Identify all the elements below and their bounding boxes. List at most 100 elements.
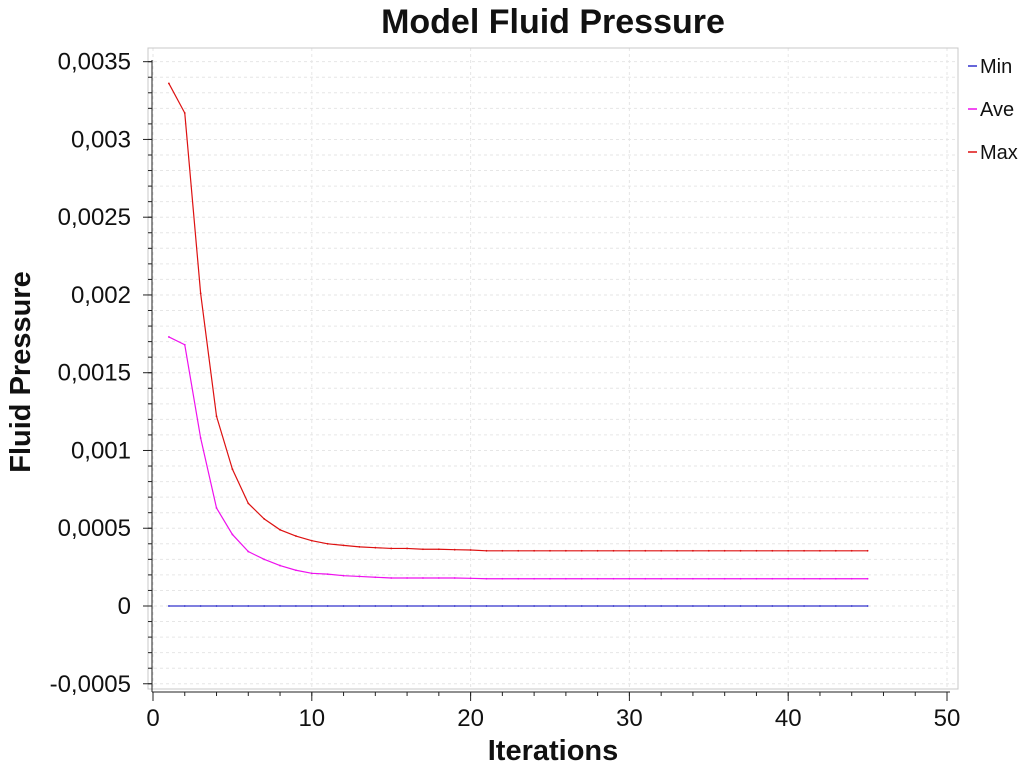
- data-point-ave: [580, 577, 583, 580]
- y-tick-label: 0,0005: [58, 515, 131, 542]
- x-tick-label: 20: [457, 705, 484, 732]
- data-point-ave: [390, 577, 393, 579]
- legend-label-ave: Ave: [980, 99, 1014, 121]
- data-point-ave: [199, 437, 202, 439]
- data-point-ave: [279, 564, 281, 567]
- data-point-min: [612, 605, 615, 607]
- data-point-max: [485, 549, 488, 552]
- data-point-max: [533, 549, 536, 552]
- data-point-min: [295, 605, 297, 607]
- data-point-ave: [676, 577, 678, 580]
- y-tick-label: 0,001: [71, 437, 131, 464]
- data-point-min: [866, 605, 869, 607]
- data-point-min: [739, 605, 742, 607]
- data-point-ave: [564, 577, 567, 580]
- data-point-max: [501, 549, 504, 552]
- data-point-min: [533, 605, 536, 607]
- data-point-ave: [485, 577, 488, 580]
- data-point-max: [167, 82, 170, 85]
- data-point-min: [723, 605, 726, 607]
- legend-label-max: Max: [980, 142, 1018, 164]
- data-point-ave: [374, 576, 377, 579]
- data-point-ave: [644, 577, 647, 580]
- y-tick-label: 0,003: [71, 126, 131, 153]
- data-point-ave: [549, 577, 551, 580]
- data-point-max: [422, 548, 424, 551]
- data-point-min: [676, 605, 678, 607]
- data-point-ave: [517, 577, 520, 580]
- data-point-min: [803, 605, 805, 607]
- data-point-max: [564, 549, 567, 552]
- data-point-min: [596, 605, 599, 607]
- data-point-min: [215, 605, 218, 607]
- data-point-max: [342, 544, 345, 547]
- data-point-max: [279, 528, 281, 531]
- data-point-ave: [533, 577, 536, 580]
- data-point-max: [739, 549, 742, 552]
- data-point-ave: [771, 577, 774, 580]
- y-tick-label: 0,0025: [58, 204, 131, 231]
- data-point-ave: [803, 577, 805, 580]
- data-point-min: [517, 605, 520, 607]
- data-point-min: [374, 605, 377, 607]
- data-point-ave: [850, 577, 853, 580]
- data-point-min: [692, 605, 694, 607]
- data-point-max: [199, 292, 202, 295]
- data-point-max: [437, 548, 440, 551]
- data-point-min: [660, 605, 663, 607]
- data-point-ave: [469, 577, 472, 580]
- data-point-ave: [787, 577, 790, 580]
- data-point-max: [295, 535, 297, 537]
- data-point-min: [453, 605, 456, 607]
- data-point-max: [390, 547, 393, 550]
- data-point-min: [390, 605, 393, 607]
- data-point-max: [358, 546, 361, 548]
- data-point-ave: [215, 507, 218, 509]
- data-point-min: [755, 605, 758, 607]
- data-point-ave: [707, 577, 710, 580]
- data-point-min: [342, 605, 345, 607]
- data-point-ave: [612, 577, 615, 580]
- data-point-ave: [422, 577, 424, 579]
- data-point-min: [501, 605, 504, 607]
- data-point-min: [263, 605, 266, 607]
- data-point-min: [819, 605, 821, 607]
- data-point-min: [279, 605, 281, 607]
- data-point-max: [469, 549, 472, 551]
- data-point-min: [834, 605, 837, 607]
- data-point-min: [485, 605, 488, 607]
- data-point-ave: [755, 577, 758, 580]
- data-point-min: [469, 605, 472, 607]
- data-point-min: [199, 605, 202, 607]
- data-point-max: [644, 549, 647, 552]
- data-point-ave: [453, 577, 456, 579]
- y-tick-label: 0: [118, 593, 131, 620]
- legend: Min Ave Max: [968, 56, 1018, 164]
- axes: -0,0005 0 0,0005 0,001 0,0015 0,002 0,0025 0,00…: [50, 49, 961, 732]
- data-point-max: [231, 468, 234, 471]
- data-point-max: [692, 549, 694, 552]
- x-axis-title: Iterations: [488, 735, 619, 767]
- data-point-max: [866, 549, 869, 552]
- data-point-min: [358, 605, 361, 607]
- data-point-max: [676, 549, 678, 552]
- data-point-ave: [167, 336, 170, 338]
- data-point-ave: [342, 574, 345, 577]
- data-point-min: [549, 605, 551, 607]
- x-tick-label: 10: [298, 705, 325, 732]
- data-point-ave: [660, 577, 663, 580]
- data-point-ave: [247, 550, 250, 553]
- data-point-min: [231, 605, 234, 607]
- data-point-max: [771, 549, 774, 552]
- chart-title: Model Fluid Pressure: [381, 3, 725, 41]
- data-point-max: [374, 546, 377, 549]
- data-point-max: [660, 549, 663, 552]
- data-point-max: [834, 549, 837, 552]
- data-point-ave: [596, 577, 599, 580]
- data-point-max: [787, 549, 790, 552]
- data-point-min: [771, 605, 774, 607]
- data-point-ave: [310, 572, 313, 575]
